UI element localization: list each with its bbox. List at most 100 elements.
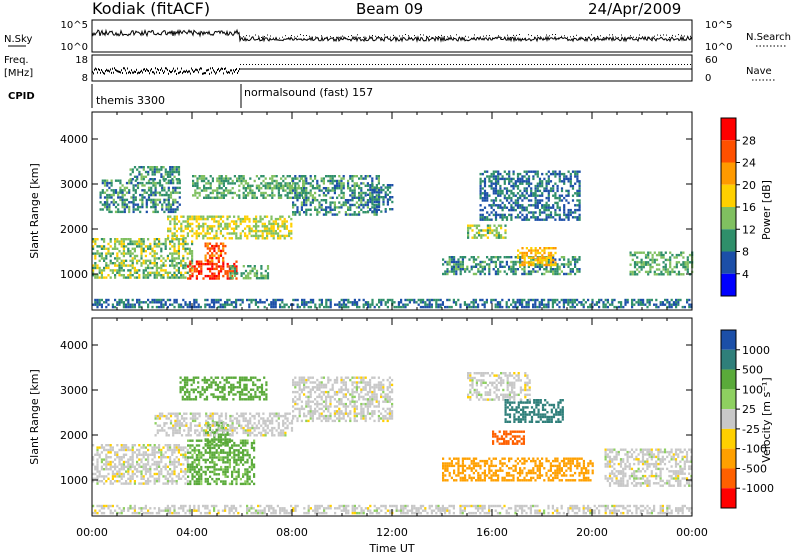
nsearch-dot <box>246 35 247 37</box>
freq-sample <box>273 64 274 65</box>
nsearch-dot <box>468 36 469 38</box>
nsky-trace <box>91 28 693 43</box>
nsearch-dot <box>240 36 241 38</box>
nsearch-dot <box>645 37 646 39</box>
nsearch-dot <box>651 37 652 39</box>
nsearch-dot <box>279 37 280 39</box>
freq-sample <box>393 64 394 65</box>
nsearch-dot <box>447 36 448 38</box>
time-xtick-label: 04:00 <box>176 526 208 539</box>
freq-sample <box>234 70 235 73</box>
freq-sample <box>660 64 661 65</box>
nsearch-dot <box>549 35 550 37</box>
power-region <box>99 179 181 214</box>
nsearch-dot <box>318 37 319 39</box>
freq-sample <box>156 71 157 74</box>
nsearch-dot <box>657 34 658 36</box>
nsearch-dot <box>294 36 295 38</box>
freq-sample <box>108 69 109 72</box>
velocity-region <box>604 448 693 487</box>
nsearch-dot <box>570 36 571 38</box>
power-colorbar-swatch <box>721 162 736 185</box>
nsearch-dot <box>357 34 358 36</box>
freq-sample <box>297 64 298 65</box>
nsearch-dot <box>276 37 277 39</box>
nsearch-dot <box>687 35 688 37</box>
freq-sample <box>639 64 640 65</box>
freq-sample <box>120 71 121 74</box>
freq-sample <box>348 64 349 65</box>
nsearch-dot <box>609 34 610 36</box>
freq-sample <box>291 64 292 65</box>
power-colorbar-tick-label: 4 <box>742 268 749 281</box>
freq-sample <box>627 64 628 65</box>
freq-sample <box>327 64 328 65</box>
nsearch-dot <box>456 34 457 36</box>
nsearch-dot <box>501 37 502 39</box>
power-ytick-label: 4000 <box>60 133 88 146</box>
nsearch-dot <box>540 36 541 38</box>
freq-sample <box>633 64 634 65</box>
nsearch-dot <box>495 37 496 39</box>
nsearch-dot <box>300 34 301 36</box>
nsearch-dot <box>429 35 430 37</box>
power-colorbar-tick-label: 28 <box>742 134 756 147</box>
freq-sample <box>471 64 472 65</box>
freq-label: Freq. <box>4 55 29 66</box>
nsearch-dot <box>510 37 511 38</box>
nsky-label: N.Sky <box>4 34 32 45</box>
nsearch-dot <box>405 34 406 35</box>
freq-sample <box>585 64 586 65</box>
freq-sample <box>146 68 147 71</box>
freq-sample <box>426 64 427 65</box>
freq-sample <box>444 64 445 65</box>
velocity-colorbar-swatch <box>721 448 736 469</box>
freq-sample <box>223 72 224 75</box>
velocity-region <box>492 430 525 445</box>
freq-sample <box>411 64 412 65</box>
freq-sample <box>603 64 604 65</box>
nsearch-dot <box>312 36 313 38</box>
freq-sample <box>207 69 208 72</box>
freq-sample <box>318 64 319 65</box>
date-title: 24/Apr/2009 <box>588 0 681 18</box>
freq-sample <box>543 64 544 65</box>
nsearch-dot <box>441 34 442 36</box>
nsearch-dot <box>525 37 526 39</box>
freq-sample <box>220 68 221 71</box>
freq-sample <box>216 71 217 74</box>
freq-sample <box>203 72 204 75</box>
freq-sample <box>351 64 352 65</box>
freq-sample <box>95 67 96 70</box>
nsearch-dot <box>684 35 685 37</box>
freq-sample <box>118 70 119 73</box>
freq-sample <box>228 71 229 74</box>
nsearch-dot <box>360 37 361 39</box>
nsearch-dot <box>465 35 466 37</box>
freq-sample <box>123 67 124 70</box>
power-region <box>467 224 507 239</box>
freq-sample <box>154 72 155 75</box>
nsearch-dot <box>648 37 649 39</box>
power-colorbar-label: Power [dB] <box>760 180 773 240</box>
velocity-ytick-label: 3000 <box>60 384 88 397</box>
freq-sample <box>549 64 550 65</box>
freq-sample <box>157 68 158 71</box>
nsearch-dot <box>435 36 436 38</box>
nsearch-dot <box>603 37 604 39</box>
freq-sample <box>145 70 146 72</box>
nsearch-dot <box>426 35 427 37</box>
freq-sample <box>92 70 93 73</box>
nsearch-dot <box>486 35 487 37</box>
nsearch-dot <box>255 34 256 36</box>
station-title: Kodiak (fitACF) <box>92 0 210 18</box>
power-colorbar-tick-label: 8 <box>742 246 749 259</box>
freq-sample <box>372 64 373 65</box>
nsearch-dot <box>594 37 595 39</box>
freq-sample <box>576 64 577 65</box>
nsearch-dot <box>372 35 373 36</box>
freq-sample <box>196 68 197 71</box>
freq-sample <box>97 71 98 74</box>
power-ylabel: Slant Range [km] <box>28 163 41 259</box>
freq-sample <box>147 69 148 72</box>
